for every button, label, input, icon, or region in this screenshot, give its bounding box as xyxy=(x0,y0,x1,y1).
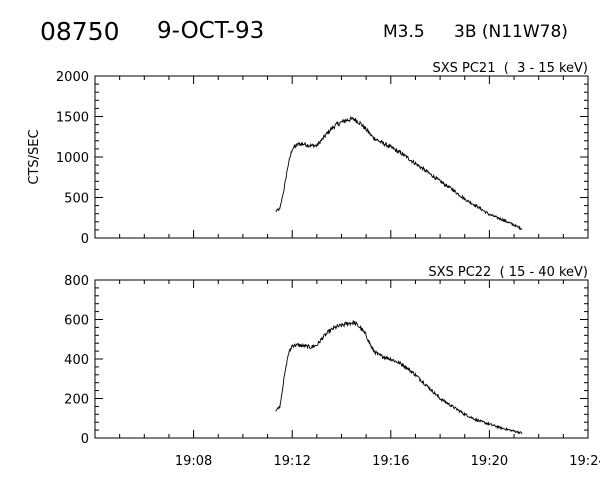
panel-title: SXS PC21 ( 3 - 15 keV) xyxy=(432,61,588,76)
y-tick-label: 800 xyxy=(64,274,89,289)
y-tick-label: 0 xyxy=(81,432,89,447)
series-line xyxy=(275,320,523,435)
x-tick-label: 19:24 xyxy=(569,454,600,469)
x-tick-label: 19:20 xyxy=(471,454,508,469)
y-tick-label: 500 xyxy=(64,192,89,207)
y-tick-label: 1500 xyxy=(56,111,89,126)
y-tick-label: 200 xyxy=(64,393,89,408)
flare-class: M3.5 xyxy=(383,22,425,42)
event-date: 9-OCT-93 xyxy=(157,18,265,44)
x-tick-label: 19:16 xyxy=(372,454,409,469)
y-tick-label: 0 xyxy=(81,232,89,247)
event-id: 08750 xyxy=(40,17,120,46)
flare-info: 3B (N11W78) xyxy=(454,22,568,42)
panel-title: SXS PC22 ( 15 - 40 keV) xyxy=(428,265,588,280)
x-tick-label: 19:12 xyxy=(273,454,310,469)
chart-panel-2: 0 200 400 600 800 19:08 19:12 19:16 19:20 19:24 SX… xyxy=(64,265,600,469)
series-line xyxy=(275,115,523,231)
y-tick-label: 400 xyxy=(64,353,89,368)
x-tick-label: 19:08 xyxy=(175,454,212,469)
plot-frame xyxy=(94,75,589,239)
chart-panel-1: 0 500 1000 1500 2000 SXS PC21 ( 3 - 15 keV) CT… xyxy=(27,61,589,247)
y-tick-label: 600 xyxy=(64,314,89,329)
plot-frame xyxy=(94,279,589,439)
y-tick-label: 1000 xyxy=(56,151,89,166)
y-axis-label: CTS/SEC xyxy=(27,129,42,184)
y-tick-label: 2000 xyxy=(56,70,89,85)
